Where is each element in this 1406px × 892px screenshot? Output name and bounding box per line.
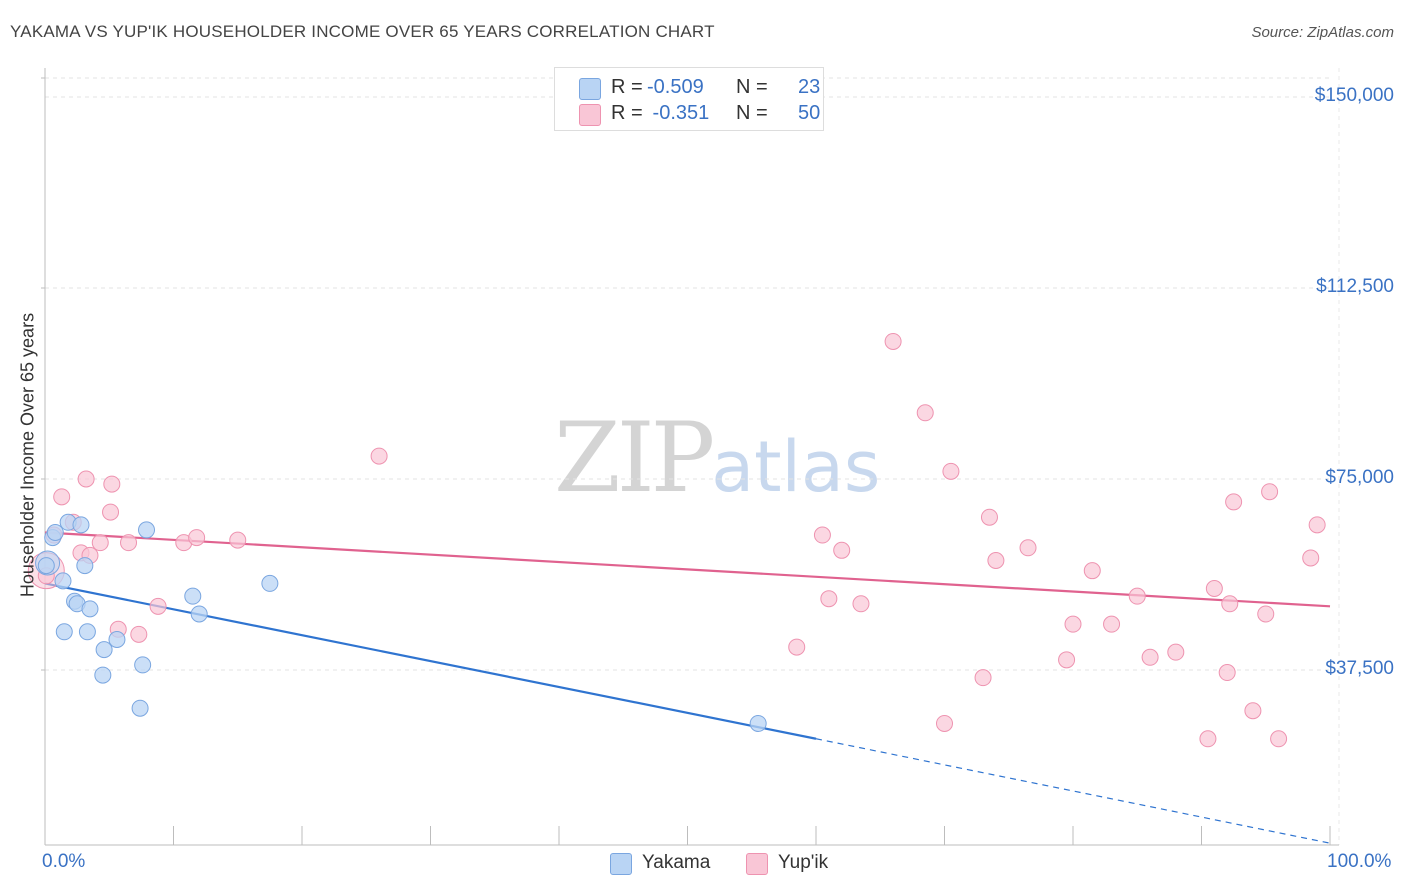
yupik-point	[820, 590, 838, 608]
yupik-point	[1058, 651, 1076, 669]
yupik-point	[1244, 702, 1262, 720]
r-value: -0.351	[647, 102, 710, 124]
yupik-point	[1199, 730, 1217, 748]
yupik-point	[1019, 539, 1037, 557]
yupik-point	[987, 551, 1005, 569]
yakama-point	[190, 605, 208, 623]
y-tick-label: $112,500	[1316, 276, 1394, 297]
yupik-point	[1167, 643, 1185, 661]
yakama-point	[55, 623, 73, 641]
y-tick-label: $150,000	[1314, 85, 1394, 106]
n-value: 23	[798, 76, 821, 98]
yupik-point	[149, 597, 167, 615]
yakama-point	[95, 641, 113, 659]
yakama-point	[76, 557, 94, 575]
source-credit: Source: ZipAtlas.com	[1251, 24, 1394, 41]
yupik-point	[91, 534, 109, 552]
n-label: N =	[736, 76, 768, 98]
yupik-point	[936, 714, 953, 732]
y-axis-label: Householder Income Over 65 years	[17, 312, 38, 598]
yupik-point	[370, 447, 388, 465]
yakama-point	[184, 587, 202, 605]
yakama-point	[138, 521, 156, 539]
yakama-point	[72, 516, 90, 534]
yupik-point	[1308, 516, 1326, 534]
yupik-point	[884, 332, 902, 350]
yakama-point	[261, 574, 279, 592]
yupik-point	[1083, 562, 1101, 580]
yupik-point	[1225, 493, 1243, 511]
data-points	[27, 332, 1326, 748]
chart-title: YAKAMA VS YUP'IK HOUSEHOLDER INCOME OVER…	[10, 22, 715, 41]
yupik-point	[1261, 483, 1279, 501]
yupik-swatch	[579, 104, 601, 126]
yupik-point	[980, 508, 998, 526]
yakama-point	[54, 572, 72, 590]
yupik-point	[77, 470, 95, 488]
yupik-point	[188, 529, 206, 547]
yupik-point	[103, 475, 121, 493]
yupik-point	[788, 638, 806, 656]
yakama-point	[749, 714, 767, 732]
yakama-swatch	[610, 853, 632, 875]
yupik-point	[130, 625, 148, 643]
grid-lines	[45, 68, 1340, 845]
yupik-point	[1218, 664, 1236, 682]
yupik-point	[102, 503, 120, 521]
yupik-point	[852, 595, 870, 613]
yakama-point	[131, 699, 149, 717]
n-label: N =	[736, 102, 768, 124]
trend-lines	[44, 531, 1331, 844]
yakama-point	[78, 623, 96, 641]
yupik-point	[120, 534, 138, 552]
yupik-point	[1103, 615, 1121, 633]
legend-label-yakama: Yakama	[642, 852, 711, 873]
yupik-swatch	[746, 853, 768, 875]
yakama-point	[46, 523, 64, 541]
yakama-point	[81, 600, 99, 618]
x-tick-label-max: 100.0%	[1327, 851, 1392, 872]
y-tick-label: $37,500	[1325, 658, 1394, 679]
yupik-point	[1270, 730, 1288, 748]
yupik-point	[833, 541, 851, 559]
yupik-point	[1302, 549, 1320, 567]
watermark-zip: ZIP	[554, 402, 715, 514]
yupik-point	[229, 531, 247, 549]
stats-legend: R = -0.509 N = 23 R = -0.351 N = 50	[554, 67, 824, 131]
watermark-atlas: atlas	[711, 426, 881, 508]
yupik-point	[1064, 615, 1082, 633]
yakama-point	[134, 656, 152, 674]
yakama-point	[37, 557, 55, 575]
axes	[41, 68, 1339, 846]
yakama-swatch	[579, 78, 601, 100]
yupik-point	[1221, 595, 1239, 613]
yakama-point	[108, 630, 126, 648]
x-tick-label-min: 0.0%	[42, 851, 86, 872]
yupik-trend-line	[44, 531, 1331, 608]
r-label: R =	[611, 76, 643, 98]
yupik-point	[813, 526, 831, 544]
n-value: 50	[798, 102, 821, 124]
yupik-point	[942, 462, 960, 480]
watermark: ZIPatlas	[554, 402, 880, 514]
r-value: -0.509	[647, 76, 704, 98]
yakama-point	[94, 666, 112, 684]
yakama-trend-line	[44, 582, 817, 740]
legend-label-yupik: Yup'ik	[778, 852, 829, 873]
yupik-point	[974, 669, 992, 687]
yupik-point	[1128, 587, 1146, 605]
yupik-point	[1257, 605, 1275, 623]
yupik-point	[53, 488, 71, 506]
yupik-point	[916, 404, 934, 422]
yupik-point	[1141, 648, 1159, 666]
yupik-point	[1205, 580, 1223, 598]
r-label: R =	[611, 102, 643, 124]
y-tick-label: $75,000	[1325, 467, 1394, 488]
